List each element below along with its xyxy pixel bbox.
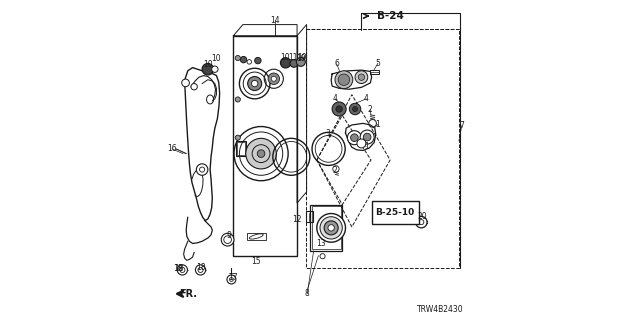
Circle shape [355,71,368,84]
Circle shape [191,84,197,90]
Circle shape [271,76,276,81]
Circle shape [351,134,358,141]
Text: 2: 2 [333,166,338,175]
Text: 10: 10 [203,60,212,69]
Text: 4: 4 [333,94,338,103]
Circle shape [324,221,338,235]
Text: 8: 8 [305,289,310,298]
Bar [246,233,266,240]
Circle shape [415,216,427,228]
Circle shape [290,60,298,67]
Text: 3: 3 [326,129,330,138]
Circle shape [227,275,236,284]
Circle shape [335,71,353,89]
Text: 2: 2 [368,105,372,114]
Circle shape [358,74,365,80]
Bar [372,201,419,224]
Circle shape [236,135,241,140]
Text: 19: 19 [297,53,307,62]
Text: 10: 10 [212,53,221,62]
Circle shape [247,60,252,64]
Circle shape [202,63,214,75]
Circle shape [241,56,246,63]
Text: 9: 9 [226,231,231,240]
Bar [234,36,297,256]
Text: 7: 7 [460,121,464,130]
Circle shape [196,164,208,175]
Circle shape [182,79,189,87]
Bar [312,206,341,249]
Circle shape [338,74,349,85]
Circle shape [195,265,205,275]
Circle shape [212,66,218,72]
Circle shape [360,130,374,144]
Circle shape [280,58,291,68]
Text: 10: 10 [280,53,290,62]
Circle shape [349,103,361,115]
Circle shape [296,57,305,66]
Text: 19: 19 [296,53,306,62]
Circle shape [177,265,188,275]
Bar [371,70,380,74]
Circle shape [221,233,234,246]
Circle shape [333,166,339,172]
Bar [237,142,245,155]
Text: FR.: FR. [179,289,196,299]
Circle shape [236,97,241,102]
Text: 17: 17 [228,273,238,282]
Circle shape [332,102,346,116]
Bar [310,204,342,251]
Circle shape [255,57,261,64]
Circle shape [246,138,276,169]
Text: 4: 4 [364,94,369,103]
Text: 1: 1 [376,120,380,129]
Circle shape [317,213,346,242]
Text: TRW4B2430: TRW4B2430 [417,305,463,314]
Circle shape [328,225,334,231]
Circle shape [369,120,376,127]
Text: 14: 14 [270,16,280,25]
Circle shape [252,80,258,87]
Text: 5: 5 [376,59,380,68]
Bar [306,211,313,222]
Circle shape [257,150,265,157]
Text: 13: 13 [316,239,326,248]
Text: 20: 20 [417,212,427,221]
Bar [236,141,246,156]
Circle shape [236,55,241,60]
Circle shape [336,106,342,112]
Circle shape [364,133,371,141]
Circle shape [348,131,362,145]
Text: B-25-10: B-25-10 [376,208,415,217]
Text: 18: 18 [173,264,182,273]
Text: 18: 18 [175,264,184,273]
Circle shape [320,217,342,239]
Text: 15: 15 [251,258,260,267]
Bar [306,29,459,268]
Text: 18: 18 [196,263,205,272]
Text: B-24: B-24 [377,11,404,21]
Circle shape [248,76,262,91]
Circle shape [357,139,366,148]
Text: 6: 6 [334,59,339,68]
Circle shape [320,254,325,259]
Text: 16: 16 [167,144,177,153]
Text: 1: 1 [364,142,369,151]
Text: 12: 12 [292,215,301,224]
Circle shape [353,107,358,112]
Text: 11: 11 [289,53,298,62]
Circle shape [268,73,280,84]
